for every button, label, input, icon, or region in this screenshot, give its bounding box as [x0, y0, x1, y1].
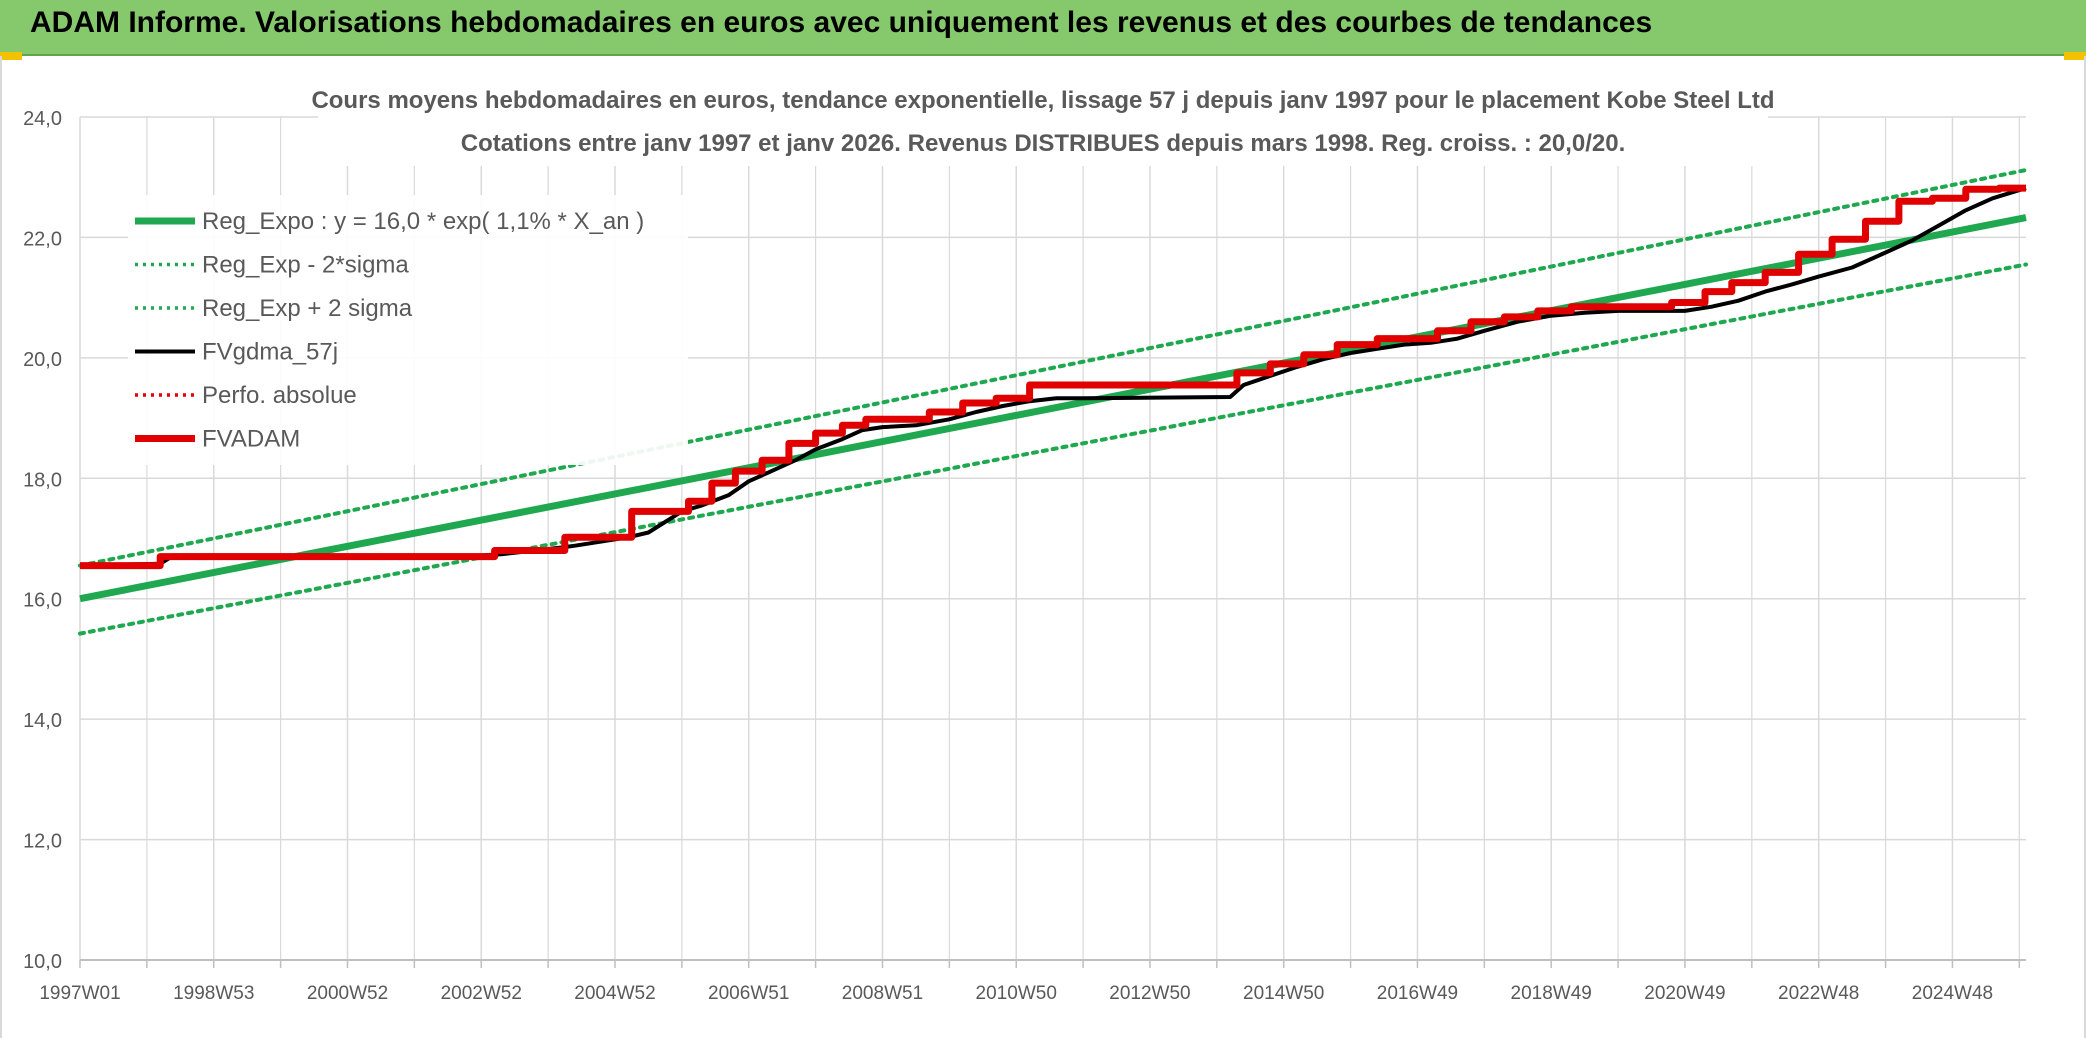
series-line-reg-expo-y-16-0-exp-1-1-x-an [79, 214, 2027, 603]
y-tick-label: 14,0 [23, 710, 62, 732]
chart-title-line-1: Cours moyens hebdomadaires en euros, ten… [311, 87, 1774, 114]
y-tick-label: 24,0 [23, 108, 62, 130]
x-tick-label: 2004W52 [574, 983, 655, 1004]
legend-label: Reg_Exp + 2 sigma [202, 295, 413, 322]
x-tick-label: 2024W48 [1912, 983, 1993, 1004]
y-tick-label: 12,0 [23, 831, 62, 853]
y-tick-label: 18,0 [23, 469, 62, 491]
x-tick-label: 2020W49 [1644, 983, 1725, 1004]
x-tick-label: 1997W01 [39, 983, 120, 1004]
report-title: ADAM Informe. Valorisations hebdomadaire… [30, 6, 1653, 39]
corner-accent-right [2064, 52, 2086, 60]
chart-title-background [318, 80, 1768, 166]
series-line-fvgdma-57j [79, 186, 2027, 568]
legend-label: FVgdma_57j [202, 339, 338, 366]
y-tick-label: 16,0 [23, 590, 62, 612]
legend-label: FVADAM [202, 426, 300, 453]
chart-series [78, 168, 2028, 636]
chart-ticks: 10,0 12,0 14,0 16,0 18,0 20,0 22,0 24,0 1997W01 1… [23, 108, 2021, 1004]
series-line-fvadam [80, 184, 2026, 570]
x-tick-label: 2010W50 [976, 983, 1057, 1004]
x-tick-label: 2006W51 [708, 983, 789, 1004]
x-tick-label: 2022W48 [1778, 983, 1859, 1004]
legend-label: Reg_Exp - 2*sigma [202, 252, 409, 279]
x-tick-label: 2000W52 [307, 983, 388, 1004]
chart-frame [0, 56, 2086, 1038]
x-tick-label: 1998W53 [173, 983, 254, 1004]
x-tick-label: 2008W51 [842, 983, 923, 1004]
series-line-reg-exp-2-sigma [78, 168, 2028, 568]
x-tick-label: 2016W49 [1377, 983, 1458, 1004]
x-tick-label: 2012W50 [1109, 983, 1190, 1004]
x-tick-label: 2002W52 [441, 983, 522, 1004]
legend-background [128, 195, 688, 465]
x-tick-label: 2014W50 [1243, 983, 1324, 1004]
y-tick-label: 10,0 [23, 951, 62, 973]
chart-title-line-2: Cotations entre janv 1997 et janv 2026. … [461, 130, 1626, 157]
report-header-bar: ADAM Informe. Valorisations hebdomadaire… [0, 0, 2086, 56]
y-tick-label: 20,0 [23, 349, 62, 371]
chart-legend: Reg_Expo : y = 16,0 * exp( 1,1% * X_an )… [135, 208, 644, 453]
x-tick-label: 2018W49 [1511, 983, 1592, 1004]
corner-accent-left [0, 52, 22, 60]
legend-label: Perfo. absolue [202, 382, 357, 409]
y-tick-label: 22,0 [23, 228, 62, 250]
series-line-reg-exp-2-sigma [78, 262, 2028, 636]
legend-label: Reg_Expo : y = 16,0 * exp( 1,1% * X_an ) [202, 208, 644, 235]
